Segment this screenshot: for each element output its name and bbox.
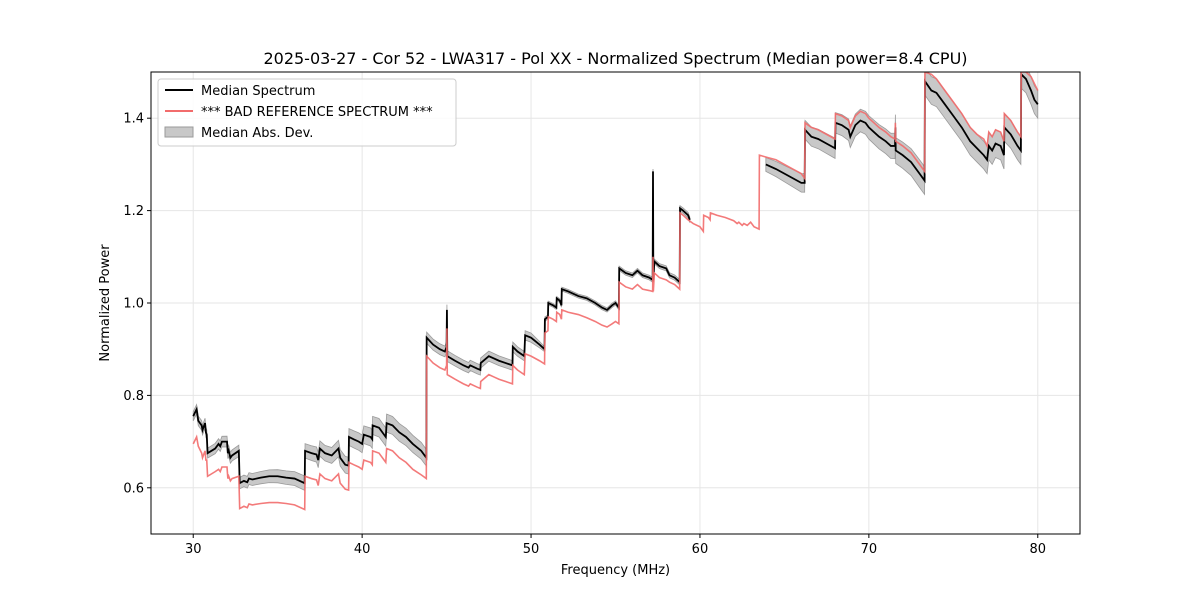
axis-ticks: 30 40 50 60 70 80 0.6 0.8 1.0 1.2 1.4: [123, 112, 1046, 557]
x-tick-label: 80: [1029, 542, 1046, 557]
y-tick-label: 0.6: [123, 481, 144, 496]
bad-reference-line: [192, 72, 1039, 511]
legend-label-median: Median Spectrum: [201, 84, 315, 99]
mad-band: [765, 72, 1039, 196]
x-tick-label: 70: [861, 542, 878, 557]
x-tick-label: 60: [692, 542, 709, 557]
x-tick-label: 50: [523, 542, 540, 557]
legend-box: [157, 78, 457, 147]
y-axis-label: Normalized Power: [98, 244, 113, 362]
y-tick-label: 1.2: [123, 204, 144, 219]
series-layer: [192, 72, 1039, 511]
x-tick-label: 40: [354, 542, 371, 557]
y-tick-label: 1.4: [123, 112, 144, 127]
legend: Median Spectrum *** BAD REFERENCE SPECTR…: [157, 78, 457, 147]
median-spectrum-line: [765, 72, 1039, 184]
legend-label-mad: Median Abs. Dev.: [201, 126, 313, 141]
median-spectrum-line: [192, 171, 691, 485]
chart-title: 2025-03-27 - Cor 52 - LWA317 - Pol XX - …: [263, 49, 967, 68]
y-tick-label: 1.0: [123, 297, 144, 312]
x-axis-label: Frequency (MHz): [561, 563, 670, 578]
legend-swatch-mad: [164, 126, 194, 138]
x-tick-label: 30: [185, 542, 202, 557]
y-tick-label: 0.8: [123, 389, 144, 404]
legend-label-bad-reference: *** BAD REFERENCE SPECTRUM ***: [201, 105, 433, 120]
